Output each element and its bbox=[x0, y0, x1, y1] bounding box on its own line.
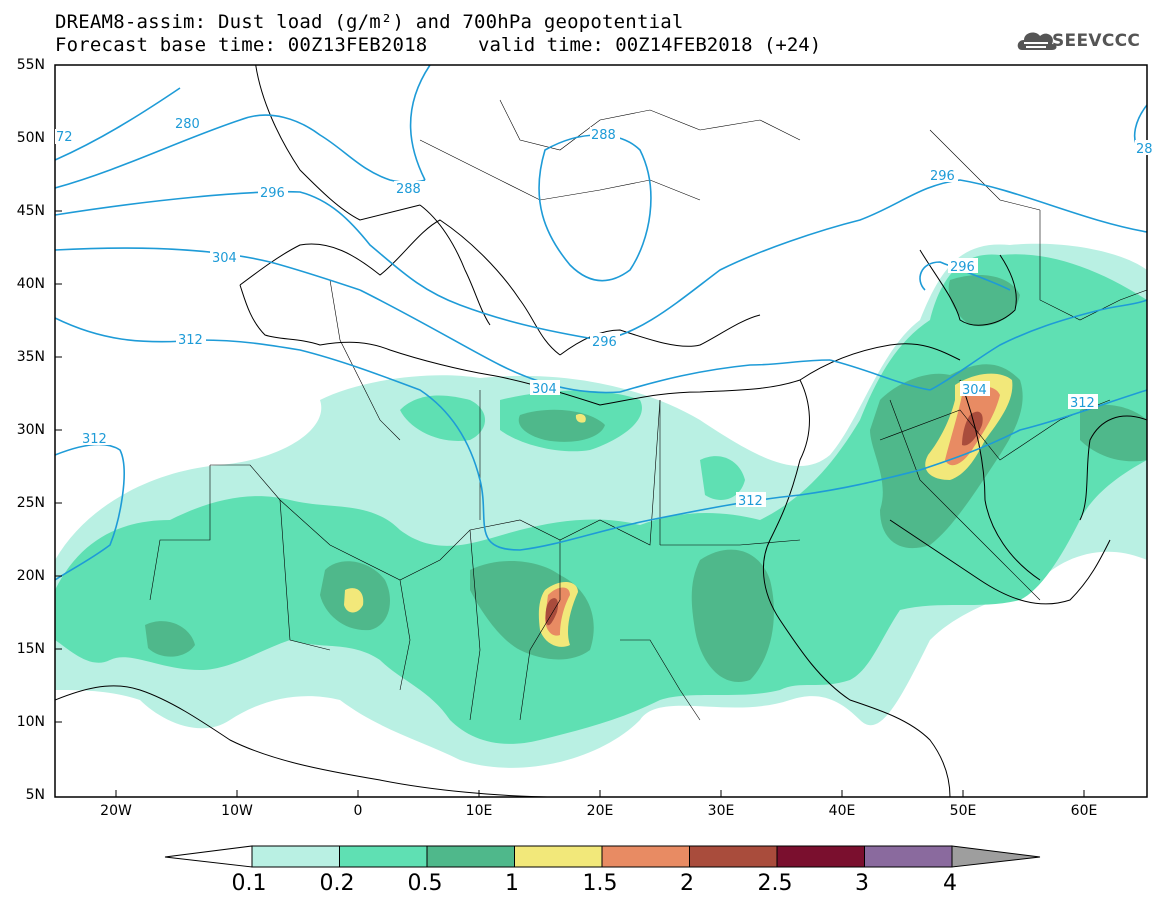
colorbar-swatch bbox=[864, 845, 953, 868]
map-frame bbox=[54, 64, 1148, 798]
lat-label: 20N bbox=[16, 568, 45, 584]
colorbar-swatch bbox=[251, 845, 340, 868]
colorbar-swatch bbox=[426, 845, 515, 868]
lat-label: 55N bbox=[16, 57, 45, 73]
colorbar-upper-arrow bbox=[951, 845, 1041, 868]
contour-label: 312 bbox=[82, 432, 107, 447]
contour-label: 288 bbox=[396, 182, 421, 197]
axis-ticks bbox=[55, 64, 1085, 797]
colorbar-swatch bbox=[601, 845, 690, 868]
contour-label: 28 bbox=[1136, 142, 1153, 157]
colorbar-label: 1 bbox=[505, 871, 519, 896]
contour-label: 280 bbox=[175, 117, 200, 132]
lat-label: 10N bbox=[16, 714, 45, 730]
lat-label: 50N bbox=[16, 130, 45, 146]
forecast-base-time: Forecast base time: 00Z13FEB2018 bbox=[55, 34, 428, 56]
colorbar-lower-arrow bbox=[164, 845, 253, 868]
contour-label: 296 bbox=[260, 186, 285, 201]
lon-label: 40E bbox=[828, 803, 856, 819]
lat-label: 5N bbox=[25, 787, 45, 803]
lat-label: 30N bbox=[16, 422, 45, 438]
colorbar-swatch bbox=[776, 845, 865, 868]
country-borders bbox=[149, 99, 1147, 721]
contour-label: 304 bbox=[212, 251, 237, 266]
colorbar-swatch bbox=[339, 845, 428, 868]
lon-label: 10W bbox=[221, 803, 253, 819]
lon-label: 20W bbox=[100, 803, 132, 819]
colorbar-swatch bbox=[689, 845, 778, 868]
colorbar-swatch bbox=[514, 845, 603, 868]
contour-label: 312 bbox=[738, 494, 763, 509]
colorbar bbox=[164, 845, 1041, 868]
contour-label: 288 bbox=[591, 128, 616, 143]
lat-label: 25N bbox=[16, 495, 45, 511]
map-title: DREAM8-assim: Dust load (g/m²) and 700hP… bbox=[55, 11, 684, 33]
logo-text: SEEVCCC bbox=[1052, 31, 1141, 51]
contour-label: 296 bbox=[592, 335, 617, 350]
lat-label: 45N bbox=[16, 203, 45, 219]
contour-label: 304 bbox=[962, 383, 987, 398]
coastlines bbox=[55, 65, 1147, 797]
lat-label: 15N bbox=[16, 641, 45, 657]
cloud-logo-icon bbox=[1017, 32, 1057, 50]
lon-label: 0 bbox=[353, 803, 363, 819]
lon-label: 10E bbox=[465, 803, 493, 819]
colorbar-label: 0.1 bbox=[231, 871, 267, 896]
lat-label: 40N bbox=[16, 276, 45, 292]
colorbar-label: 0.5 bbox=[407, 871, 443, 896]
colorbar-label: 1.5 bbox=[582, 871, 618, 896]
lon-label: 60E bbox=[1070, 803, 1098, 819]
colorbar-label: 4 bbox=[943, 871, 957, 896]
valid-time: valid time: 00Z14FEB2018 (+24) bbox=[478, 34, 822, 56]
colorbar-label: 0.2 bbox=[319, 871, 355, 896]
colorbar-label: 2 bbox=[680, 871, 694, 896]
lat-label: 35N bbox=[16, 349, 45, 365]
colorbar-label: 3 bbox=[855, 871, 869, 896]
contour-label: 72 bbox=[56, 130, 73, 145]
contour-label: 312 bbox=[178, 333, 203, 348]
lon-label: 20E bbox=[586, 803, 614, 819]
contour-label: 312 bbox=[1070, 396, 1095, 411]
contour-label: 296 bbox=[930, 169, 955, 184]
contour-label: 304 bbox=[532, 382, 557, 397]
lon-label: 50E bbox=[949, 803, 977, 819]
contour-label: 296 bbox=[950, 260, 975, 275]
colorbar-label: 2.5 bbox=[757, 871, 793, 896]
lon-label: 30E bbox=[707, 803, 735, 819]
contour-label-group: 72 280 288 288 296 296 296 304 304 312 3… bbox=[55, 116, 1153, 509]
